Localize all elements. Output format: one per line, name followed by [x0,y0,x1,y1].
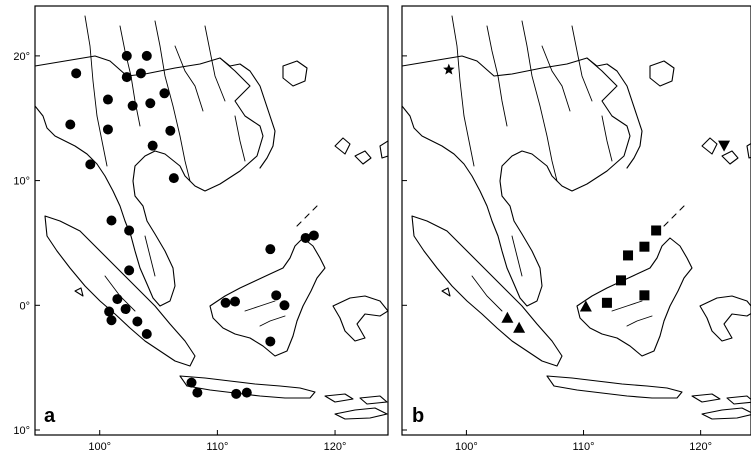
panel-b-square-marker-2 [651,225,662,236]
panel-b-xtick-label-1: 110° [573,441,595,453]
panel-a-circle-marker-16 [124,225,135,236]
panel-a-circle-marker-34 [231,388,242,399]
panel-a-ytick-label-3: 10° [13,425,30,437]
panel-b-frame [401,5,751,436]
panel-a-circle-marker-1 [102,94,113,105]
panel-a-circle-marker-28 [230,296,241,307]
panel-a-circle-marker-13 [102,124,113,135]
panel-a-circle-marker-26 [308,230,319,241]
panel-a-circle-marker-5 [141,50,152,61]
panel-a-circle-marker-32 [186,377,197,388]
panel-a-xtick-label-2: 120° [324,441,347,453]
panel-b-xtick-label-2: 120° [689,441,712,453]
panel-a-circle-marker-2 [121,50,132,61]
panel-a-circle-marker-35 [241,387,252,398]
panel-a: a [34,5,389,436]
panel-a-circle-marker-0 [71,68,82,79]
axes: 100° 110° 120° 100° 110° 120° 20° 10° 0° 10° [13,51,712,453]
panel-b-square-marker-6 [601,297,612,308]
panel-a-circle-marker-24 [265,244,276,255]
panel-a-circle-marker-12 [65,119,76,130]
panel-a-map [35,15,388,420]
panel-b-triangle-marker-9 [501,311,514,323]
panel-a-circle-marker-17 [124,265,135,276]
panel-a-frame [34,5,389,436]
panel-a-circle-marker-10 [147,140,158,151]
panel-a-circle-marker-6 [127,100,138,111]
panel-a-xtick-label-0: 100° [88,441,111,453]
panel-a-circle-marker-19 [104,306,115,317]
panel-b-star-marker-0 [443,63,455,75]
panel-b-symbols [443,63,731,333]
panel-b-square-marker-7 [639,290,650,301]
panel-b-triangle-down-marker-1 [718,140,731,152]
panel-b-triangle-marker-10 [513,321,526,333]
panel-a-symbols [65,50,319,399]
panel-a-circle-marker-20 [106,315,117,326]
panel-a-circle-marker-29 [271,290,282,301]
panel-a-circle-marker-8 [159,88,170,99]
panel-a-circle-marker-11 [168,173,179,184]
panel-a-circle-marker-33 [192,387,203,398]
panel-a-ytick-label-0: 20° [13,51,30,63]
panel-b-square-marker-5 [616,275,627,286]
panel-a-circle-marker-27 [220,297,231,308]
panel-b-triangle-marker-8 [579,300,592,312]
panel-a-circle-marker-18 [112,294,123,305]
panel-a-circle-marker-7 [145,98,156,109]
panel-b-map [402,15,751,420]
panel-b-square-marker-4 [623,250,634,261]
panel-b-square-marker-3 [639,241,650,252]
panel-b-letter: b [412,405,424,427]
panel-a-circle-marker-21 [120,304,131,315]
panel-a-circle-marker-25 [300,232,311,243]
panel-a-circle-marker-31 [265,336,276,347]
panel-b: b [401,5,751,436]
panel-a-ytick-label-1: 10° [13,176,30,188]
panel-a-ytick-label-2: 0° [19,300,30,312]
panel-a-circle-marker-30 [279,300,290,311]
panel-a-circle-marker-15 [106,215,117,226]
panel-a-circle-marker-23 [141,328,152,339]
panel-a-circle-marker-14 [85,159,96,170]
panel-a-letter: a [44,405,56,427]
panel-a-circle-marker-4 [135,68,146,79]
panel-b-xtick-label-0: 100° [455,441,478,453]
panel-a-xtick-label-1: 110° [206,441,228,453]
panel-a-circle-marker-9 [165,125,176,136]
panel-a-circle-marker-22 [132,316,143,327]
panel-a-circle-marker-3 [121,72,132,83]
